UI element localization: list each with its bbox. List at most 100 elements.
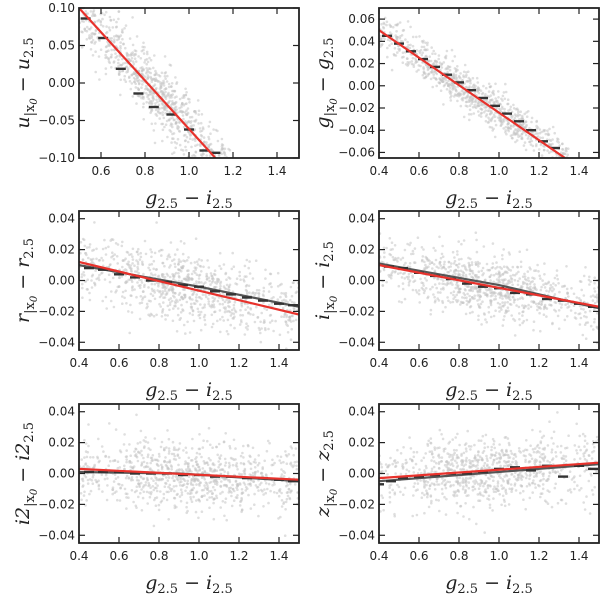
scatter-point bbox=[398, 21, 402, 24]
scatter-point bbox=[292, 319, 295, 323]
scatter-point bbox=[183, 242, 186, 245]
scatter-point bbox=[217, 166, 220, 169]
scatter-point bbox=[482, 245, 486, 248]
scatter-point bbox=[164, 90, 167, 94]
x-tick-label: 1.2 bbox=[229, 549, 248, 563]
scatter-point bbox=[419, 479, 422, 482]
scatter-point bbox=[284, 508, 287, 511]
scatter-point bbox=[139, 295, 143, 298]
scatter-point bbox=[110, 66, 113, 69]
scatter-point bbox=[263, 459, 267, 463]
scatter-point bbox=[497, 291, 501, 295]
x-tick-label: 1.2 bbox=[223, 164, 242, 178]
scatter-point bbox=[140, 509, 144, 512]
scatter-point bbox=[408, 262, 412, 265]
scatter-point bbox=[90, 41, 94, 44]
scatter-point bbox=[589, 295, 593, 298]
scatter-point bbox=[221, 147, 225, 150]
scatter-point bbox=[256, 316, 260, 319]
scatter-point bbox=[131, 60, 135, 63]
scatter-point bbox=[119, 78, 122, 82]
scatter-point bbox=[564, 296, 567, 300]
scatter-point bbox=[584, 337, 588, 341]
scatter-point bbox=[177, 260, 181, 264]
scatter-point bbox=[106, 484, 109, 487]
scatter-point bbox=[155, 313, 158, 317]
scatter-point bbox=[183, 296, 186, 299]
scatter-point bbox=[399, 35, 402, 38]
scatter-point bbox=[165, 119, 169, 123]
scatter-point bbox=[182, 117, 185, 121]
scatter-point bbox=[492, 113, 496, 117]
scatter-point bbox=[475, 250, 479, 254]
scatter-point bbox=[113, 35, 116, 38]
scatter-point bbox=[171, 152, 174, 156]
scatter-point bbox=[234, 480, 238, 483]
scatter-point bbox=[170, 299, 174, 303]
scatter-point bbox=[553, 486, 557, 490]
scatter-point bbox=[207, 161, 210, 164]
scatter-point bbox=[156, 289, 159, 292]
scatter-cloud bbox=[79, 221, 299, 350]
scatter-point bbox=[146, 74, 150, 77]
scatter-point bbox=[218, 170, 221, 173]
scatter-point bbox=[137, 495, 140, 499]
scatter-point bbox=[401, 256, 405, 260]
scatter-point bbox=[170, 141, 173, 144]
scatter-point bbox=[165, 257, 169, 261]
scatter-point bbox=[440, 287, 443, 291]
scatter-point bbox=[276, 298, 280, 301]
scatter-point bbox=[231, 251, 234, 255]
scatter-point bbox=[542, 144, 545, 148]
scatter-point bbox=[113, 38, 116, 41]
scatter-point bbox=[213, 297, 217, 300]
scatter-point bbox=[193, 478, 197, 481]
scatter-point bbox=[493, 115, 497, 118]
scatter-point bbox=[217, 460, 220, 463]
scatter-point bbox=[230, 504, 234, 508]
scatter-point bbox=[547, 151, 551, 155]
scatter-point bbox=[455, 283, 458, 286]
scatter-point bbox=[189, 134, 192, 137]
scatter-point bbox=[551, 142, 554, 146]
scatter-point bbox=[187, 120, 191, 123]
scatter-point bbox=[419, 48, 423, 52]
scatter-point bbox=[463, 96, 467, 100]
scatter-point bbox=[268, 441, 271, 445]
scatter-point bbox=[414, 60, 418, 63]
scatter-point bbox=[395, 38, 399, 41]
scatter-point bbox=[116, 460, 120, 464]
scatter-point bbox=[419, 277, 422, 281]
scatter-point bbox=[508, 126, 512, 130]
scatter-point bbox=[404, 51, 407, 54]
scatter-point bbox=[539, 300, 542, 303]
scatter-point bbox=[127, 477, 131, 480]
scatter-point bbox=[220, 188, 223, 191]
scatter-point bbox=[452, 297, 455, 301]
scatter-point bbox=[165, 490, 169, 494]
scatter-point bbox=[150, 262, 154, 266]
y-tick-label: 0.04 bbox=[48, 405, 75, 419]
scatter-point bbox=[119, 47, 122, 50]
scatter-point bbox=[502, 120, 506, 123]
scatter-point bbox=[283, 534, 287, 537]
scatter-point bbox=[129, 278, 132, 281]
scatter-point bbox=[265, 308, 269, 312]
scatter-point bbox=[518, 318, 521, 321]
scatter-point bbox=[465, 299, 469, 303]
scatter-point bbox=[449, 301, 452, 304]
scatter-point bbox=[153, 251, 157, 255]
scatter-point bbox=[418, 35, 421, 38]
scatter-point bbox=[442, 286, 445, 290]
scatter-point bbox=[177, 279, 181, 283]
scatter-point bbox=[206, 484, 209, 487]
scatter-point bbox=[528, 140, 531, 144]
scatter-point bbox=[575, 296, 579, 299]
scatter-point bbox=[188, 331, 192, 334]
scatter-point bbox=[137, 479, 141, 482]
scatter-point bbox=[407, 43, 410, 47]
scatter-point bbox=[521, 275, 525, 279]
scatter-point bbox=[420, 496, 424, 500]
scatter-point bbox=[286, 494, 290, 498]
scatter-point bbox=[202, 460, 206, 463]
